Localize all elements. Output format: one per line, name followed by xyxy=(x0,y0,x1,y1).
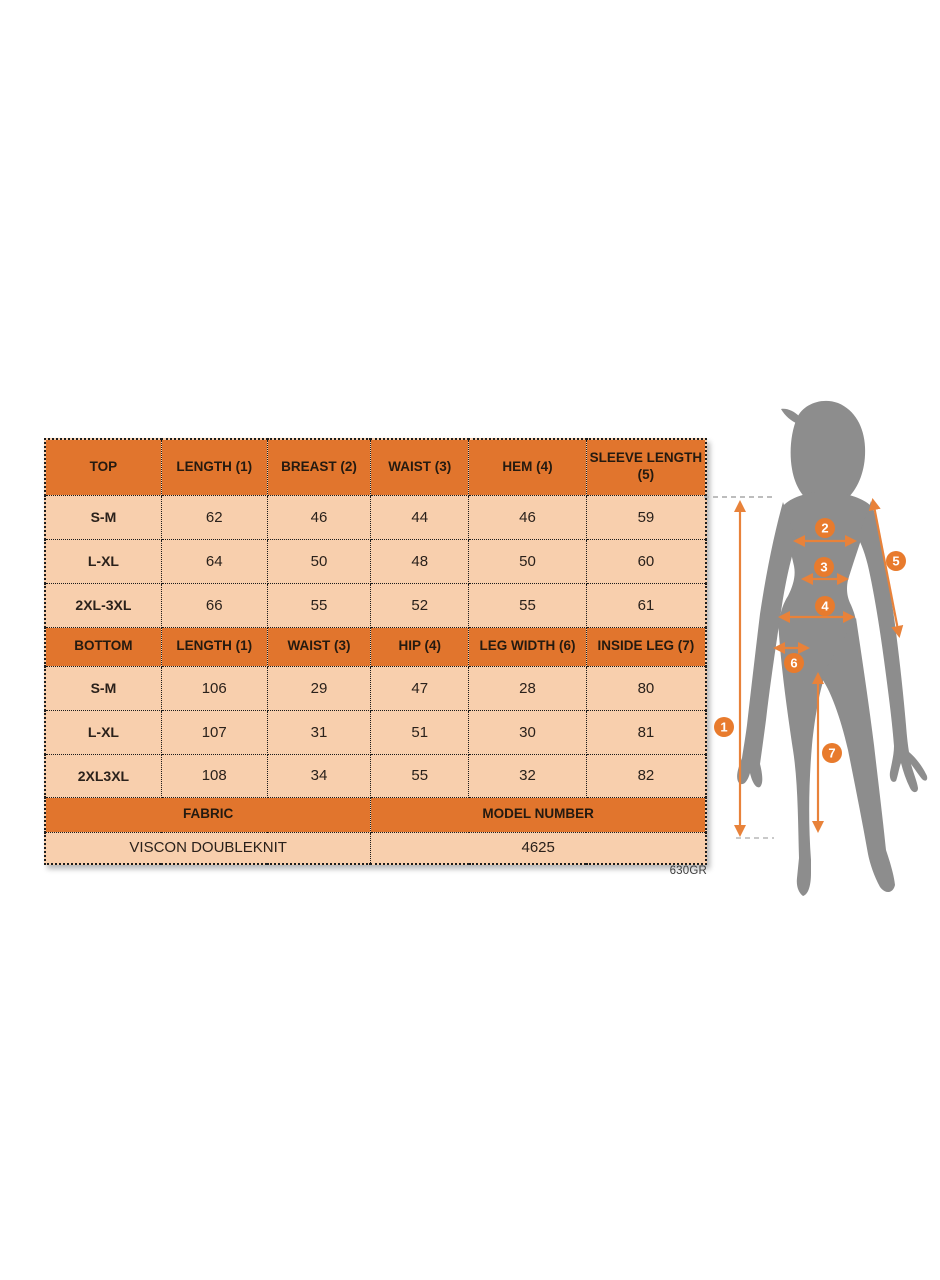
svg-text:6: 6 xyxy=(790,656,797,671)
cell: 55 xyxy=(468,582,587,628)
svg-text:4: 4 xyxy=(821,599,829,614)
woman-silhouette-graphic xyxy=(737,400,928,896)
col-header-hem: HEM (4) xyxy=(468,438,587,496)
cell: 80 xyxy=(585,665,707,711)
cell: 48 xyxy=(370,538,470,584)
cell: 31 xyxy=(266,709,372,755)
row-label: S-M xyxy=(44,494,162,540)
cell: 55 xyxy=(370,753,470,798)
left-arm-shape xyxy=(737,502,797,788)
size-chart-table: TOP LENGTH (1) BREAST (2) WAIST (3) HEM … xyxy=(44,438,707,865)
marker-badges: 1 2 3 4 5 6 7 xyxy=(714,518,906,763)
cell: 34 xyxy=(266,753,372,798)
fabric-value: VISCON DOUBLEKNIT xyxy=(44,831,372,865)
top-header-row: TOP LENGTH (1) BREAST (2) WAIST (3) HEM … xyxy=(44,438,707,496)
weight-footnote: 630GR xyxy=(669,865,707,877)
col-header-leg-width: LEG WIDTH (6) xyxy=(468,626,587,667)
col-header-bottom: BOTTOM xyxy=(44,626,162,667)
cell: 66 xyxy=(160,582,268,628)
marker-badge-4: 4 xyxy=(815,596,835,616)
row-label: 2XL3XL xyxy=(44,753,162,798)
cell: 46 xyxy=(266,494,372,540)
cell: 46 xyxy=(468,494,587,540)
table-row: S-M 106 29 47 28 80 xyxy=(44,665,707,711)
cell: 106 xyxy=(160,665,268,711)
cell: 61 xyxy=(585,582,707,628)
marker-badge-6: 6 xyxy=(784,653,804,673)
row-label: S-M xyxy=(44,665,162,711)
marker-badge-2: 2 xyxy=(815,518,835,538)
cell: 55 xyxy=(266,582,372,628)
head-shape xyxy=(790,400,866,509)
table-row: L-XL 64 50 48 50 60 xyxy=(44,538,707,584)
col-header-sleeve-length: SLEEVE LENGTH (5) xyxy=(585,438,707,496)
table-row: 2XL3XL 108 34 55 32 82 xyxy=(44,753,707,798)
model-number-value: 4625 xyxy=(370,831,707,865)
cell: 47 xyxy=(370,665,470,711)
fabric-header: FABRIC xyxy=(44,796,372,833)
row-label: L-XL xyxy=(44,709,162,755)
row-label: L-XL xyxy=(44,538,162,584)
table-row: S-M 62 46 44 46 59 xyxy=(44,494,707,540)
cell: 64 xyxy=(160,538,268,584)
right-leg-shape xyxy=(822,618,895,893)
cell: 59 xyxy=(585,494,707,540)
marker-badge-5: 5 xyxy=(886,551,906,571)
cell: 29 xyxy=(266,665,372,711)
table-row: L-XL 107 31 51 30 81 xyxy=(44,709,707,755)
svg-text:5: 5 xyxy=(892,554,899,569)
measurement-figure: 1 2 3 4 5 6 7 xyxy=(690,390,940,910)
col-header-breast: BREAST (2) xyxy=(266,438,372,496)
cell: 62 xyxy=(160,494,268,540)
col-header-length: LENGTH (1) xyxy=(160,626,268,667)
cell: 60 xyxy=(585,538,707,584)
fabric-header-row: FABRIC MODEL NUMBER xyxy=(44,796,707,833)
row-label: 2XL-3XL xyxy=(44,582,162,628)
svg-text:2: 2 xyxy=(821,521,828,536)
svg-text:1: 1 xyxy=(720,720,727,735)
cell: 32 xyxy=(468,753,587,798)
cell: 50 xyxy=(266,538,372,584)
svg-text:7: 7 xyxy=(828,746,835,761)
col-header-hip: HIP (4) xyxy=(370,626,470,667)
cell: 51 xyxy=(370,709,470,755)
cell: 107 xyxy=(160,709,268,755)
fabric-value-row: VISCON DOUBLEKNIT 4625 xyxy=(44,831,707,865)
col-header-waist: WAIST (3) xyxy=(266,626,372,667)
svg-text:3: 3 xyxy=(820,560,827,575)
bottom-header-row: BOTTOM LENGTH (1) WAIST (3) HIP (4) LEG … xyxy=(44,626,707,667)
col-header-length: LENGTH (1) xyxy=(160,438,268,496)
cell: 82 xyxy=(585,753,707,798)
table-row: 2XL-3XL 66 55 52 55 61 xyxy=(44,582,707,628)
cell: 28 xyxy=(468,665,587,711)
cell: 30 xyxy=(468,709,587,755)
col-header-inside-leg: INSIDE LEG (7) xyxy=(585,626,707,667)
cell: 44 xyxy=(370,494,470,540)
sleeve-length-arrow xyxy=(868,498,904,638)
marker-badge-3: 3 xyxy=(814,557,834,577)
col-header-waist: WAIST (3) xyxy=(370,438,470,496)
cell: 108 xyxy=(160,753,268,798)
hair-flick-shape xyxy=(781,408,800,424)
marker-badge-7: 7 xyxy=(822,743,842,763)
cell: 52 xyxy=(370,582,470,628)
cell: 81 xyxy=(585,709,707,755)
cell: 50 xyxy=(468,538,587,584)
marker-badge-1: 1 xyxy=(714,717,734,737)
col-header-top: TOP xyxy=(44,438,162,496)
model-number-header: MODEL NUMBER xyxy=(370,796,707,833)
